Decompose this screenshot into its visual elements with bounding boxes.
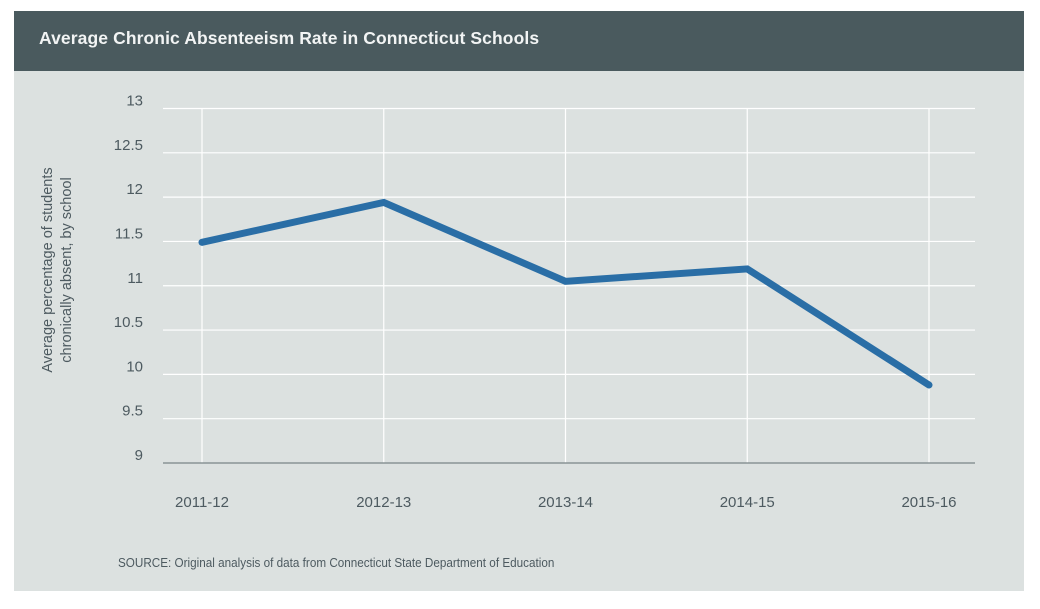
x-tick-label: 2015-16 (901, 494, 956, 511)
y-tick-label: 9 (135, 447, 143, 464)
chart-card: Average Chronic Absenteeism Rate in Conn… (14, 11, 1024, 591)
vertical-gridlines (201, 108, 930, 463)
x-tick-labels: 2011-12 2012-13 2013-14 2014-15 2015-16 (175, 494, 957, 511)
data-series (198, 198, 933, 389)
x-tick-label: 2014-15 (720, 494, 775, 511)
y-axis-title-line: Average percentage of students (40, 167, 56, 372)
chart-title: Average Chronic Absenteeism Rate in Conn… (39, 28, 540, 48)
y-tick-labels: 9 9.5 10 10.5 11 11.5 12 12.5 13 (114, 93, 143, 465)
x-tick-label: 2013-14 (538, 494, 593, 511)
y-tick-label: 11.5 (115, 225, 143, 242)
y-axis-title: Average percentage of students chronicall… (40, 167, 75, 372)
chart-header: Average Chronic Absenteeism Rate in Conn… (14, 11, 1024, 71)
x-tick-label: 2012-13 (356, 494, 411, 511)
y-tick-label: 12 (126, 181, 143, 198)
y-tick-label: 13 (126, 93, 143, 110)
y-tick-label: 11 (127, 270, 143, 287)
x-tick-label: 2011-12 (175, 494, 229, 511)
source-note: SOURCE: Original analysis of data from C… (118, 555, 555, 570)
y-axis-title-line: chronically absent, by school (59, 177, 75, 362)
y-tick-label: 10.5 (114, 314, 143, 331)
y-tick-label: 9.5 (122, 403, 143, 420)
horizontal-gridlines (163, 107, 975, 420)
y-tick-label: 12.5 (114, 137, 143, 154)
y-tick-label: 10 (126, 358, 143, 375)
